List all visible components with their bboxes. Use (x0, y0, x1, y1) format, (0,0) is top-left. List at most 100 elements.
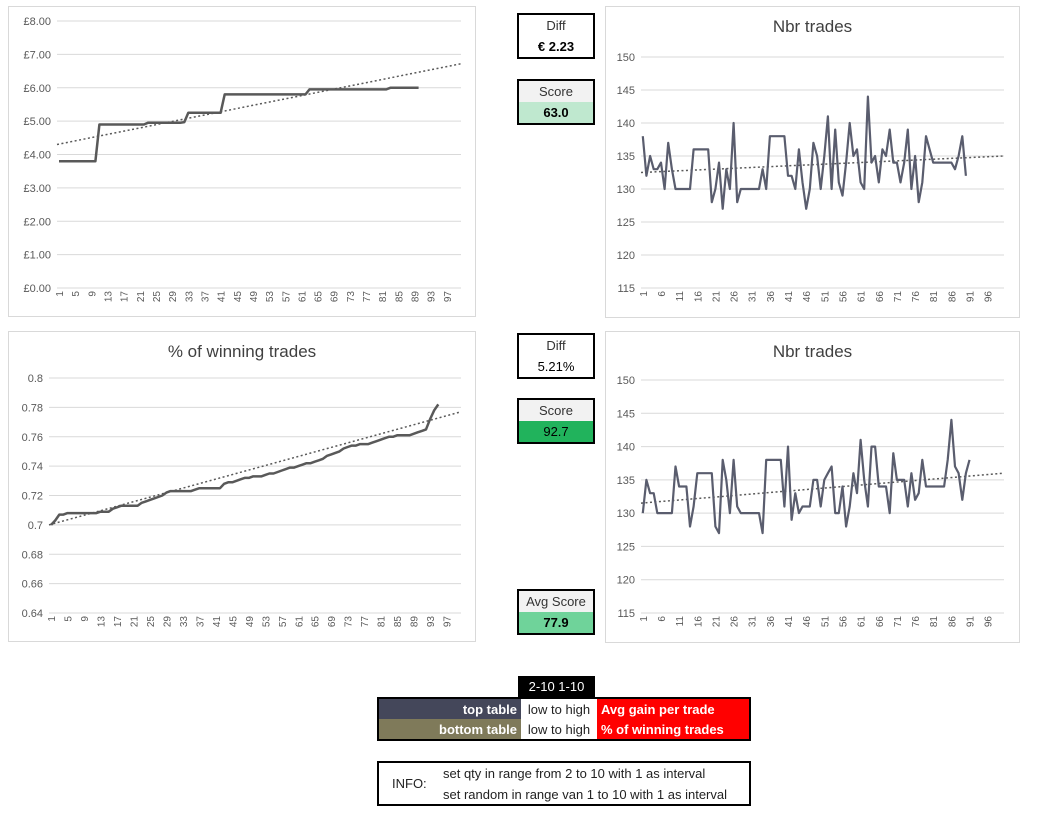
x-tick-label: 77 (360, 616, 371, 628)
x-tick-label: 9 (87, 291, 98, 297)
x-tick-label: 53 (261, 616, 272, 628)
x-tick-label: 25 (152, 291, 163, 303)
y-tick-label: 0.8 (28, 373, 43, 385)
x-tick-label: 21 (136, 291, 147, 303)
x-tick-label: 21 (129, 616, 140, 628)
y-tick-label: £5.00 (23, 116, 51, 128)
x-tick-label: 1 (55, 291, 66, 297)
y-tick-label: 140 (617, 118, 635, 130)
x-tick-label: 33 (184, 291, 195, 303)
top-table-metric: Avg gain per trade (597, 699, 749, 719)
x-tick-label: 16 (693, 616, 704, 628)
series-line (50, 403, 440, 526)
x-tick-label: 61 (857, 291, 868, 303)
x-tick-label: 56 (838, 291, 849, 303)
top-diff-value: € 2.23 (537, 39, 575, 54)
avg-score-box: Avg Score 77.9 (517, 589, 595, 635)
x-tick-label: 57 (278, 616, 289, 628)
x-tick-label: 36 (766, 291, 777, 303)
x-tick-label: 29 (162, 616, 173, 628)
x-tick-label: 36 (766, 616, 777, 628)
x-tick-label: 11 (675, 616, 686, 627)
x-tick-label: 26 (730, 616, 741, 628)
x-tick-label: 5 (71, 291, 82, 297)
nbr-trades-bottom-chart: Nbr trades 115 120 125 130 135 140 145 150 1 6 11 1… (605, 331, 1020, 643)
avg-score-label: Avg Score (519, 591, 593, 612)
y-tick-label: £4.00 (23, 150, 51, 162)
x-tick-label: 31 (748, 291, 759, 303)
info-label: INFO: (392, 776, 427, 791)
y-tick-label: £6.00 (23, 83, 51, 95)
x-tick-label: 33 (179, 616, 190, 628)
y-tick-label: 150 (617, 375, 635, 387)
winning-trades-chart-svg: 0.64 0.66 0.68 0.7 0.72 0.74 0.76 0.78 0.8 1 5 9 13 1… (22, 373, 462, 628)
series-line (641, 418, 971, 535)
x-tick-label: 89 (410, 616, 421, 628)
x-tick-label: 21 (711, 616, 722, 628)
y-tick-label: 0.76 (22, 432, 43, 444)
x-tick-label: 49 (249, 291, 260, 303)
trendline (48, 411, 462, 526)
bottom-table-key: bottom table (379, 719, 521, 739)
winning-trades-title: % of winning trades (167, 342, 317, 361)
x-tick-label: 85 (393, 616, 404, 628)
y-tick-label: 115 (617, 283, 635, 295)
x-tick-label: 51 (820, 616, 831, 628)
x-tick-label: 41 (212, 616, 223, 628)
parameter-badge: 2-10 1-10 (518, 676, 595, 697)
info-line-random: set random in range van 1 to 10 with 1 a… (443, 787, 727, 802)
x-tick-label: 66 (875, 616, 886, 628)
x-tick-label: 1 (639, 291, 650, 297)
x-tick-label: 49 (245, 616, 256, 628)
x-tick-label: 93 (427, 291, 438, 303)
x-tick-label: 61 (294, 616, 305, 628)
x-tick-label: 61 (857, 616, 868, 628)
y-tick-label: 150 (617, 52, 635, 64)
x-tick-label: 11 (675, 291, 686, 302)
x-tick-label: 51 (820, 291, 831, 303)
x-tick-label: 65 (314, 291, 325, 303)
x-tick-label: 31 (748, 616, 759, 628)
bottom-score-value: 92.7 (519, 421, 593, 442)
info-box: INFO: set qty in range from 2 to 10 with… (377, 761, 751, 806)
x-tick-label: 6 (657, 616, 668, 622)
x-tick-label: 71 (893, 616, 904, 628)
top-table-range: low to high (521, 699, 597, 719)
top-score-label: Score (519, 81, 593, 102)
y-tick-label: 120 (617, 250, 635, 262)
x-tick-label: 91 (966, 291, 977, 303)
x-tick-label: 66 (875, 291, 886, 303)
x-tick-label: 81 (929, 616, 940, 628)
x-tick-label: 41 (784, 291, 795, 303)
x-tick-label: 97 (443, 291, 454, 303)
x-tick-label: 86 (947, 616, 958, 628)
avg-gain-chart: £0.00 £1.00 £2.00 £3.00 £4.00 £5.00 £6.00 £7.00… (8, 6, 476, 317)
y-tick-label: 0.64 (22, 608, 43, 620)
x-tick-label: 73 (346, 291, 357, 303)
bottom-diff-box: Diff 5.21% (517, 333, 595, 379)
x-tick-label: 91 (966, 616, 977, 628)
y-tick-label: £3.00 (23, 183, 51, 195)
x-tick-label: 1 (47, 616, 58, 622)
top-score-value: 63.0 (519, 102, 593, 123)
x-tick-label: 17 (113, 616, 124, 628)
x-tick-label: 93 (426, 616, 437, 628)
nbr-trades-top-chart: Nbr trades 115 120 125 130 135 140 145 150 1 6 11 1… (605, 6, 1020, 318)
y-tick-label: 145 (617, 85, 635, 97)
x-tick-label: 45 (233, 291, 244, 303)
x-tick-label: 25 (146, 616, 157, 628)
y-tick-label: 0.66 (22, 579, 43, 591)
top-diff-box: Diff € 2.23 (517, 13, 595, 59)
avg-score-value: 77.9 (519, 612, 593, 633)
bottom-table-metric: % of winning trades (597, 719, 749, 739)
y-tick-label: £1.00 (23, 250, 51, 262)
x-tick-label: 57 (281, 291, 292, 303)
y-tick-label: 145 (617, 408, 635, 420)
x-tick-label: 29 (168, 291, 179, 303)
y-tick-label: 0.7 (28, 520, 43, 532)
x-tick-label: 45 (228, 616, 239, 628)
x-tick-label: 69 (327, 616, 338, 628)
y-tick-label: £0.00 (23, 283, 51, 295)
x-tick-label: 6 (657, 291, 668, 297)
